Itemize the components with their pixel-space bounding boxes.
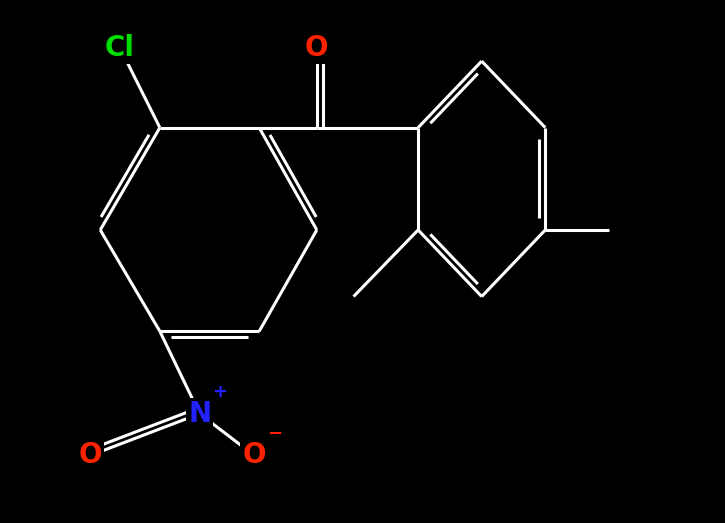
Text: Cl: Cl [105, 34, 135, 62]
Text: O: O [305, 34, 328, 62]
Text: +: + [212, 383, 228, 401]
Text: O: O [242, 441, 266, 470]
Text: −: − [267, 425, 282, 442]
Text: N: N [188, 400, 211, 428]
Text: O: O [78, 441, 102, 470]
